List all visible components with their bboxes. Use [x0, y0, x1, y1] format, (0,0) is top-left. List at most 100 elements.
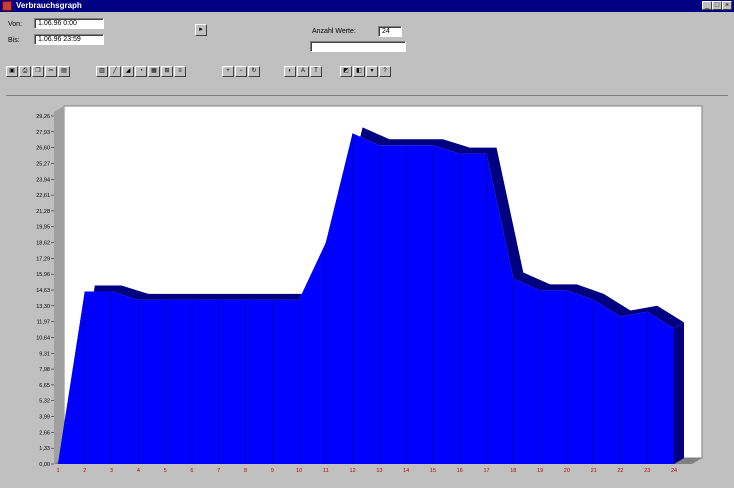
to-label: Bis: — [8, 37, 20, 44]
status-field — [310, 41, 406, 52]
title-icon: T — [314, 68, 318, 74]
y-tick-label: 21,28 — [36, 209, 50, 215]
y-tick-label: 29,26 — [36, 114, 50, 120]
y-tick-label: 1,33 — [39, 446, 50, 452]
y-tick-label: 5,32 — [39, 399, 50, 405]
x-tick-label: 22 — [617, 468, 623, 474]
area-chart: 0,00 1,33 2,66 3,99 5,32 6,65 7,98 9,31 10,64 11,… — [36, 105, 703, 474]
y-tick-label: 3,99 — [39, 415, 50, 421]
bar-chart-button[interactable]: ▥ — [96, 66, 108, 77]
x-tick-label: 9 — [271, 468, 274, 474]
x-tick-label: 2 — [83, 468, 86, 474]
y-tick-label: 22,61 — [36, 193, 50, 199]
line-chart-button[interactable]: ╱ — [109, 66, 121, 77]
x-tick-label: 21 — [591, 468, 597, 474]
save-icon: ▣ — [9, 68, 15, 74]
y-axis: 0,00 1,33 2,66 3,99 5,32 6,65 7,98 9,31 10,64 11,… — [36, 114, 54, 468]
count-label: Anzahl Werte: — [312, 28, 356, 35]
options-button[interactable]: ▾ — [366, 66, 378, 77]
x-tick-label: 13 — [376, 468, 382, 474]
y-tick-label: 13,30 — [36, 304, 50, 310]
x-tick-label: 3 — [110, 468, 113, 474]
x-tick-label: 4 — [137, 468, 140, 474]
app-icon[interactable] — [2, 1, 12, 11]
minimize-button[interactable]: _ — [702, 1, 712, 10]
table-icon: ▦ — [151, 68, 157, 74]
y-tick-label: 7,98 — [39, 367, 50, 373]
y-tick-label: 6,65 — [39, 383, 50, 389]
bar-chart-icon: ▥ — [99, 68, 105, 74]
close-button[interactable]: × — [722, 1, 732, 10]
y-tick-label: 19,95 — [36, 225, 50, 231]
paste-button[interactable]: ▤ — [58, 66, 70, 77]
print-icon: ⎙ — [22, 68, 28, 74]
options-icon: ▾ — [370, 68, 374, 74]
save-button[interactable]: ▣ — [6, 66, 18, 77]
x-tick-label: 23 — [644, 468, 650, 474]
x-tick-label: 17 — [483, 468, 489, 474]
pie-chart-button[interactable]: ◔ — [135, 66, 147, 77]
area-chart-button[interactable]: ◢ — [122, 66, 134, 77]
help-icon: ? — [383, 68, 387, 74]
from-label: Von: — [8, 21, 23, 28]
area-front-surface — [58, 133, 674, 464]
color-button[interactable]: ◐ — [284, 66, 296, 77]
font-button[interactable]: A — [297, 66, 309, 77]
palette-button[interactable]: ◧ — [353, 66, 365, 77]
line-chart-icon: ╱ — [113, 68, 117, 74]
y-tick-label: 11,97 — [37, 320, 50, 326]
palette-icon: ◧ — [356, 68, 362, 74]
title-button[interactable]: T — [310, 66, 322, 77]
pie-chart-icon: ◔ — [139, 68, 143, 74]
maximize-button[interactable]: □ — [712, 1, 722, 10]
cut-button[interactable]: ✂ — [45, 66, 57, 77]
table-button[interactable]: ▦ — [148, 66, 160, 77]
3d-button[interactable]: ◩ — [340, 66, 352, 77]
y-tick-label: 10,64 — [36, 335, 50, 341]
y-tick-label: 26,60 — [36, 146, 50, 152]
x-tick-label: 11 — [323, 468, 329, 474]
y-tick-label: 23,94 — [36, 177, 50, 183]
grid-button[interactable]: ⊞ — [161, 66, 173, 77]
help-button[interactable]: ? — [379, 66, 391, 77]
copy-icon: ❐ — [35, 68, 41, 74]
go-button[interactable]: ▸ — [195, 24, 207, 36]
x-tick-label: 24 — [671, 468, 677, 474]
zoom-out-button[interactable]: − — [235, 66, 247, 77]
copy-button[interactable]: ❐ — [32, 66, 44, 77]
y-tick-label: 14,63 — [36, 288, 50, 294]
x-tick-label: 16 — [457, 468, 463, 474]
zoom-in-icon: + — [226, 68, 230, 74]
window-title: Verbrauchsgraph — [16, 1, 82, 10]
y-tick-label: 15,96 — [36, 272, 50, 278]
to-date-input[interactable]: 1.06.96 23:59 — [34, 34, 104, 45]
x-tick-label: 8 — [244, 468, 247, 474]
color-icon: ◐ — [288, 68, 292, 74]
x-tick-label: 5 — [164, 468, 167, 474]
3d-icon: ◩ — [343, 68, 349, 74]
y-tick-label: 9,31 — [39, 351, 50, 357]
y-tick-label: 18,62 — [36, 241, 50, 247]
rotate-button[interactable]: ↻ — [248, 66, 260, 77]
x-tick-label: 20 — [564, 468, 570, 474]
font-icon: A — [300, 68, 305, 74]
x-axis: 1 2 3 4 5 6 7 8 9 10 11 12 13 14 15 16 17 18 19 20 21 22 23 24 — [56, 468, 677, 474]
y-tick-label: 27,93 — [36, 130, 50, 136]
count-input[interactable]: 24 — [378, 26, 402, 37]
y-tick-label: 17,29 — [36, 256, 50, 262]
print-button[interactable]: ⎙ — [19, 66, 31, 77]
zoom-in-button[interactable]: + — [222, 66, 234, 77]
area-chart-icon: ◢ — [125, 68, 131, 74]
area-series — [58, 127, 684, 464]
area-top-surface — [58, 127, 684, 464]
y-tick-label: 2,66 — [39, 430, 50, 436]
title-bar: Verbrauchsgraph _ □ × — [0, 0, 734, 12]
x-tick-label: 18 — [510, 468, 516, 474]
legend-button[interactable]: ≡ — [174, 66, 186, 77]
x-tick-label: 10 — [296, 468, 302, 474]
area-end-face — [674, 322, 684, 464]
x-tick-label: 6 — [190, 468, 193, 474]
paste-icon: ▤ — [61, 68, 67, 74]
x-tick-label: 19 — [537, 468, 543, 474]
from-date-input[interactable]: 1.06.96 0:00 — [34, 18, 104, 29]
